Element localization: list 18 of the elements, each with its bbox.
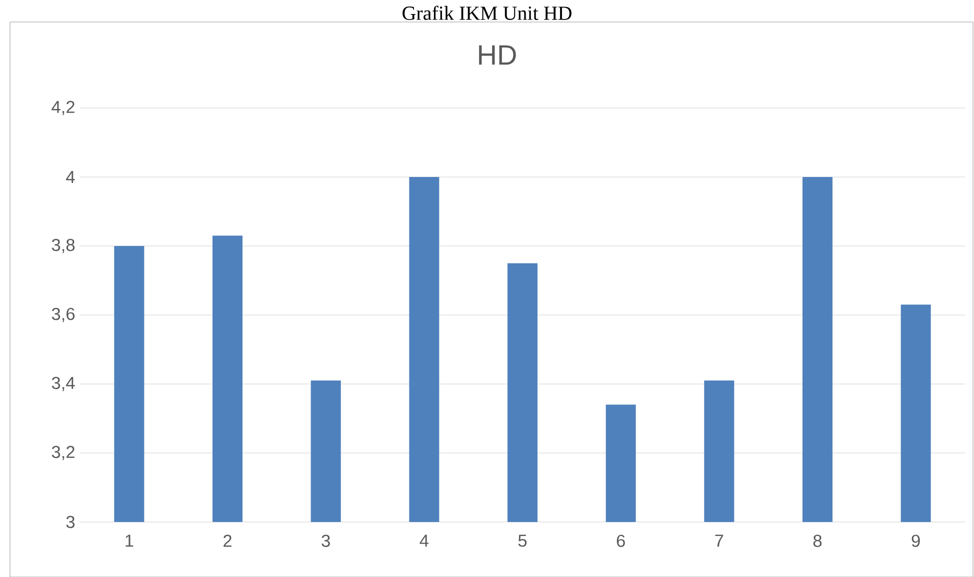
y-tick-label: 4: [66, 171, 75, 183]
x-tick-label: 7: [715, 534, 724, 547]
x-tick-label: 5: [518, 534, 527, 547]
y-tick-label: 3,4: [52, 376, 75, 392]
y-tick-label: 4,2: [52, 100, 74, 116]
x-tick-label: 4: [420, 534, 428, 547]
y-tick-label: 3: [66, 516, 75, 528]
chart-subtitle: HD: [479, 45, 516, 65]
x-tick-label: 6: [616, 534, 625, 547]
y-tick-label: 3,8: [52, 238, 75, 254]
x-tick-label: 9: [912, 534, 920, 547]
x-tick-label: 3: [322, 534, 330, 547]
x-tick-label: 8: [813, 534, 822, 547]
x-tick-label: 1: [126, 534, 134, 547]
y-tick-label: 3,2: [52, 446, 74, 460]
chart-title: Grafik IKM Unit HD: [402, 6, 572, 20]
x-tick-label: 2: [224, 534, 232, 547]
y-tick-label: 3,6: [52, 308, 75, 322]
